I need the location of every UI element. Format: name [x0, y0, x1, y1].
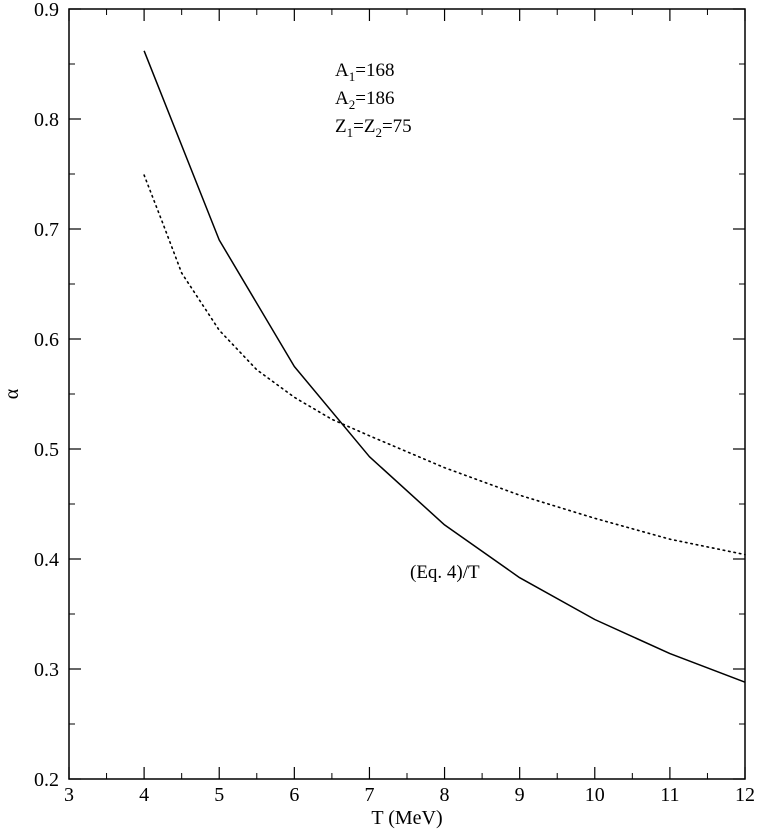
x-tick-label: 9 — [515, 784, 525, 806]
x-tick-label: 5 — [214, 784, 224, 806]
curve-label: (Eq. 4)/T — [410, 562, 480, 583]
series — [143, 50, 746, 683]
param-z-value: =75 — [382, 116, 412, 137]
param-a2-value: =186 — [355, 88, 394, 109]
ticks — [68, 8, 746, 780]
series-dotted-line — [143, 174, 746, 556]
param-a1-value: =168 — [355, 60, 394, 81]
param-a2-sub: 2 — [349, 97, 356, 112]
series-solid-line — [143, 50, 746, 683]
x-tick-label: 7 — [364, 784, 374, 806]
y-tick-label: 0.7 — [34, 219, 59, 241]
y-axis-label: α — [1, 388, 23, 399]
param-z-mid: =Z — [353, 116, 375, 137]
tick-labels: 3 4 5 6 7 8 9 10 11 120.20.30.40.50.60.70.80.9 — [34, 0, 755, 806]
y-tick-label: 0.2 — [34, 769, 59, 791]
param-a1-base: A — [335, 60, 349, 81]
param-z-sub2: 2 — [375, 125, 382, 140]
x-tick-label: 8 — [440, 784, 450, 806]
y-tick-label: 0.9 — [34, 0, 59, 21]
param-a1: A1=168 — [335, 60, 394, 84]
y-tick-label: 0.8 — [34, 109, 59, 131]
x-tick-label: 4 — [139, 784, 149, 806]
y-tick-label: 0.4 — [34, 549, 59, 571]
x-tick-label: 12 — [735, 784, 755, 806]
x-axis-label: T (MeV) — [371, 807, 442, 829]
param-z: Z1=Z2=75 — [335, 116, 412, 140]
param-a2: A2=186 — [335, 88, 394, 112]
y-tick-label: 0.6 — [34, 329, 59, 351]
param-z-base: Z — [335, 116, 347, 137]
x-tick-label: 6 — [289, 784, 299, 806]
param-a1-sub: 1 — [349, 69, 356, 84]
y-tick-label: 0.5 — [34, 439, 59, 461]
y-tick-label: 0.3 — [34, 659, 59, 681]
x-tick-label: 10 — [585, 784, 605, 806]
param-z-sub1: 1 — [347, 125, 354, 140]
x-tick-label: 3 — [64, 784, 74, 806]
param-a2-base: A — [335, 88, 349, 109]
x-tick-label: 11 — [660, 784, 679, 806]
